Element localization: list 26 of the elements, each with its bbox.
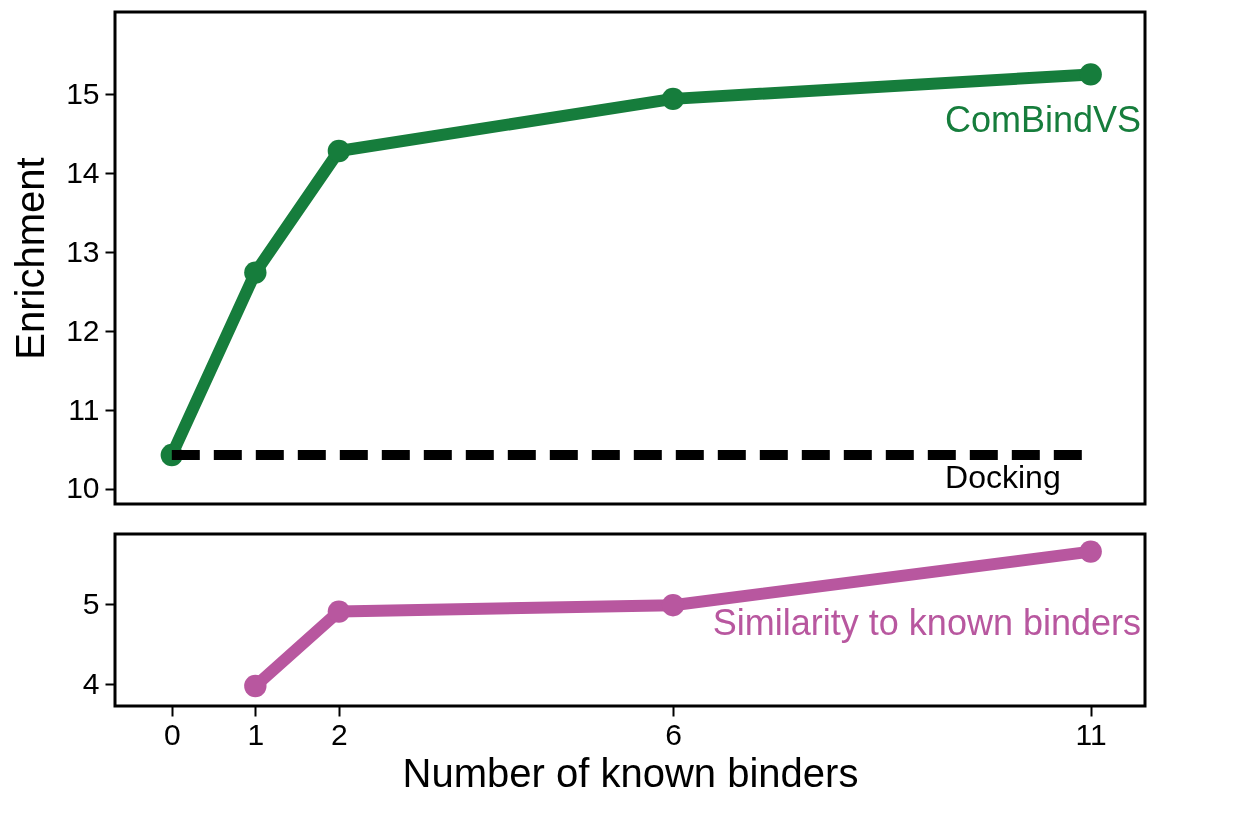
point — [244, 674, 267, 698]
x-tick-label: 0 — [163, 717, 181, 751]
y-tick-label: 15 — [66, 76, 100, 110]
y-tick-label: 5 — [82, 586, 100, 620]
y-tick-label: 13 — [66, 234, 100, 268]
point — [1079, 63, 1102, 86]
point — [661, 594, 685, 617]
point — [327, 139, 351, 163]
point — [661, 87, 685, 111]
x-tick-label: 6 — [665, 717, 682, 751]
point — [244, 261, 267, 284]
y-tick-label: 14 — [66, 155, 100, 189]
series-label: Similarity to known binders — [712, 601, 1141, 643]
y-axis-title: Enrichment — [8, 157, 53, 360]
series-label: ComBindVS — [944, 99, 1141, 141]
x-axis-title: Number of known binders — [402, 750, 859, 795]
x-tick-label: 2 — [331, 717, 348, 751]
y-tick-label: 11 — [68, 392, 100, 426]
point — [1079, 540, 1102, 563]
y-tick-label: 12 — [66, 313, 100, 347]
x-tick-label: 1 — [247, 717, 265, 751]
y-tick-label: 10 — [66, 471, 100, 505]
x-tick-label: 11 — [1075, 717, 1107, 751]
y-tick-label: 4 — [82, 666, 100, 700]
ref-line-label: Docking — [945, 459, 1061, 496]
point — [327, 600, 351, 623]
